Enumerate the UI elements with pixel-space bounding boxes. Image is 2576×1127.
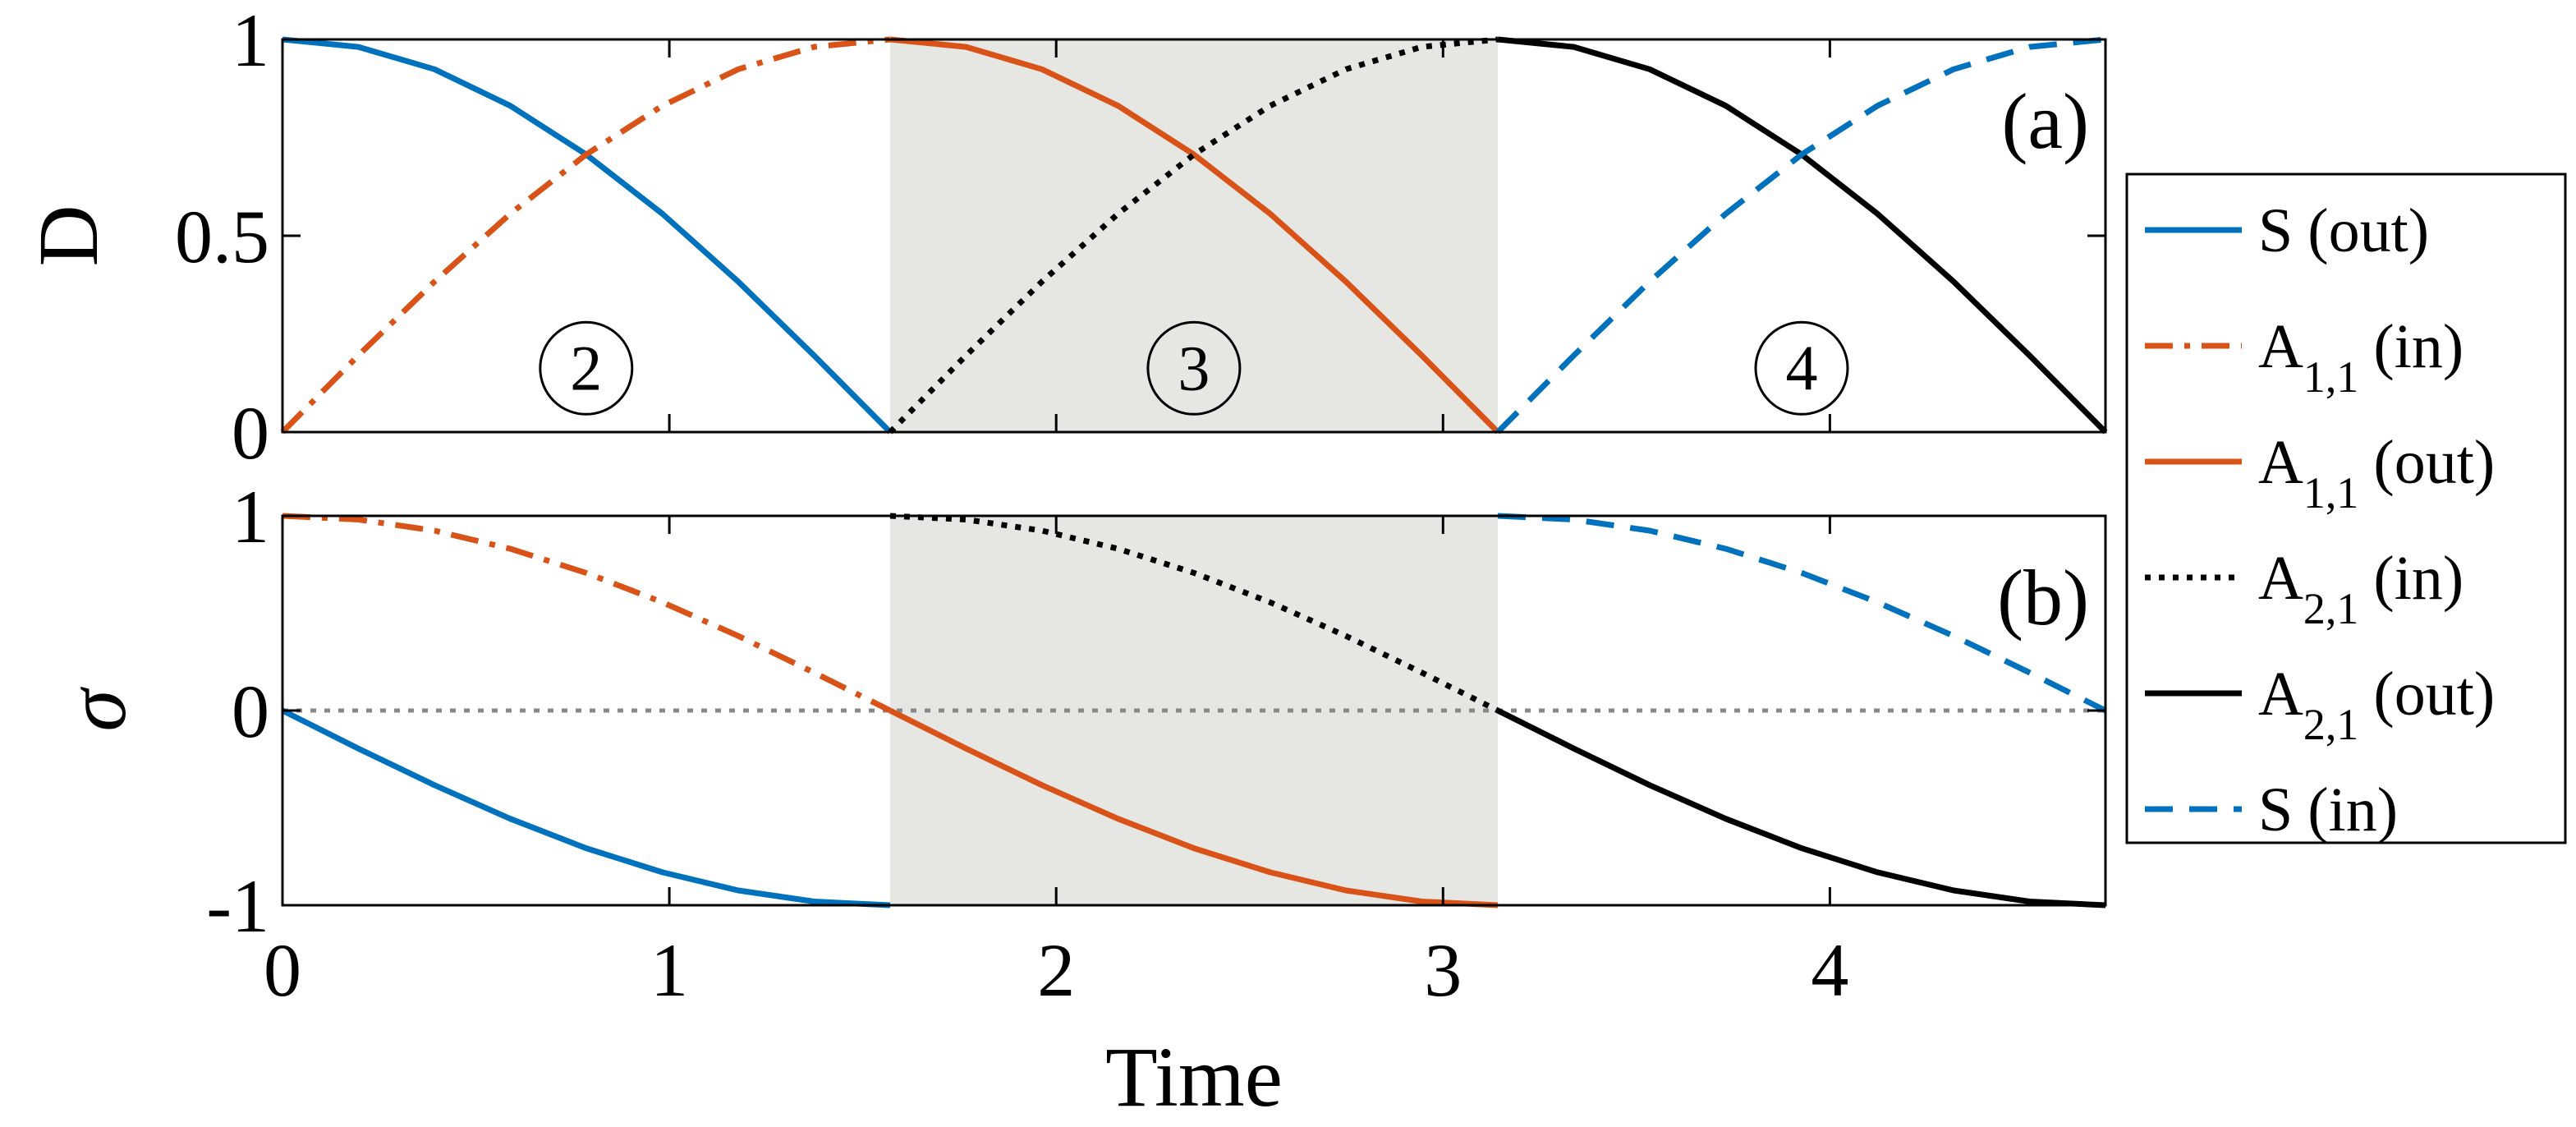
legend-entry-name: A [2258, 544, 2303, 613]
legend-entry-subscript: 2,1 [2303, 584, 2359, 633]
y-tick-label: 0.5 [175, 195, 269, 278]
series-line-s-in [1495, 36, 2106, 435]
x-tick-label: 2 [1037, 928, 1075, 1012]
y-tick-label: 1 [232, 0, 269, 82]
legend-entry-suffix: (in) [2373, 312, 2464, 381]
legend-entry-suffix: (in) [2307, 775, 2398, 844]
legend-entry-name: A [2258, 660, 2303, 729]
series-line-s-out [281, 707, 891, 908]
legend-entry-label: A1,1 (in) [2258, 312, 2464, 402]
legend-entry-suffix: (out) [2373, 428, 2495, 497]
panel-label: (a) [2001, 77, 2089, 165]
legend-entry-suffix: (out) [2307, 196, 2429, 265]
legend-entry-suffix: (out) [2373, 660, 2495, 729]
region-label: 3 [1178, 332, 1210, 403]
y-tick-label: -1 [206, 864, 269, 948]
legend-entry-name: S [2258, 196, 2293, 265]
series-line-a11-out [889, 707, 1499, 908]
x-tick-label: 1 [650, 928, 688, 1012]
panel-a-plot: 0 0.5 1 D (a) 2 3 4 [21, 0, 2108, 475]
shaded-region [890, 39, 1498, 432]
panel-label: (b) [1997, 554, 2089, 642]
y-axis-label: σ [49, 687, 144, 732]
y-tick-label: 0 [232, 669, 269, 753]
legend-entry-name: A [2258, 428, 2303, 497]
legend-entry-name: A [2258, 312, 2303, 381]
x-tick-label: 0 [264, 928, 301, 1012]
region-circle [539, 320, 634, 416]
series-line-s-in [1497, 513, 2107, 714]
region-circle [1146, 320, 1242, 416]
region-label: 2 [570, 332, 602, 403]
region-circle [1754, 320, 1849, 416]
x-tick-label: 3 [1424, 928, 1462, 1012]
legend-entry-name: S [2258, 775, 2293, 844]
legend-entry-subscript: 2,1 [2303, 700, 2359, 749]
y-tick-label: 1 [232, 475, 269, 559]
y-axis-label: D [21, 205, 116, 266]
series-line-a11-in [280, 36, 891, 435]
series-line-a21-in [888, 36, 1499, 435]
series-line-a21-in [889, 513, 1499, 714]
x-axis-label: Time [1105, 1030, 1283, 1125]
region-label: 4 [1786, 332, 1818, 403]
legend-entry-subscript: 1,1 [2303, 352, 2359, 402]
legend-entry-subscript: 1,1 [2303, 468, 2359, 518]
x-tick-label: 4 [1811, 928, 1848, 1012]
legend-box [2125, 172, 2567, 844]
legend-entry-suffix: (in) [2373, 544, 2464, 613]
series-line-a11-in [282, 513, 892, 714]
legend-entry-label: A1,1 (out) [2258, 428, 2495, 518]
series-line-a11-out [889, 36, 1500, 435]
legend-entry-label: S (out) [2258, 196, 2429, 265]
legend-entry-label: A2,1 (in) [2258, 544, 2464, 633]
legend-entry-label: S (in) [2258, 775, 2398, 844]
legend-entry-label: A2,1 (out) [2258, 660, 2495, 749]
legend: S (out)A1,1 (in)A1,1 (out)A2,1 (in)A2,1 (out)… [2125, 172, 2567, 844]
series-line-a21-out [1496, 707, 2106, 908]
y-tick-label: 0 [232, 391, 269, 475]
